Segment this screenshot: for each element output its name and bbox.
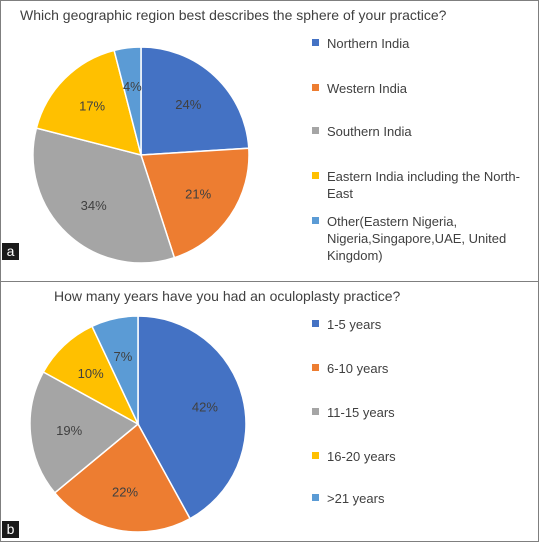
slice-value-label: 19%	[56, 423, 82, 438]
chart-a-title: Which geographic region best describes t…	[20, 7, 447, 23]
legend-swatch	[312, 39, 319, 46]
legend-swatch	[312, 494, 319, 501]
legend-item: 11-15 years	[312, 404, 395, 421]
pie-slice-6-10-years	[53, 422, 192, 533]
legend-label: 11-15 years	[327, 405, 395, 420]
legend-a: Northern India Western India Southern Indi…	[312, 35, 532, 265]
legend-item: Southern India	[312, 123, 412, 140]
pie-slice-northern-india	[140, 46, 250, 156]
legend-label: 6-10 years	[327, 361, 389, 376]
pie-slice-21-years	[91, 315, 139, 425]
legend-label: Other(Eastern Nigeria, Nigeria,Singapore,…	[327, 214, 507, 263]
legend-label: Northern India	[327, 36, 410, 51]
slice-value-label: 42%	[192, 399, 218, 414]
legend-label: >21 years	[327, 491, 385, 506]
legend-item: Eastern India including the North- East	[312, 168, 520, 202]
legend-swatch	[312, 364, 319, 371]
pie-slice-11-15-years	[29, 370, 140, 494]
panel-label-b: b	[2, 521, 19, 538]
legend-item: Other(Eastern Nigeria, Nigeria,Singapore,…	[312, 213, 506, 264]
slice-value-label: 21%	[185, 186, 211, 201]
legend-swatch	[312, 172, 319, 179]
pie-chart-a: 24% 21% 34% 17% 4%	[32, 46, 250, 264]
legend-swatch	[312, 84, 319, 91]
slice-value-label: 24%	[175, 97, 201, 112]
legend-swatch	[312, 408, 319, 415]
panel-label-a: a	[2, 243, 19, 260]
legend-label: Southern India	[327, 124, 412, 139]
legend-item: 1-5 years	[312, 316, 381, 333]
pie-slice-eastern-india-including-the-north-east	[35, 49, 143, 157]
legend-swatch	[312, 320, 319, 327]
legend-swatch	[312, 127, 319, 134]
chart-b-title: How many years have you had an oculoplas…	[54, 288, 401, 304]
slice-value-label: 10%	[78, 366, 104, 381]
legend-label: Western India	[327, 81, 407, 96]
legend-label: 16-20 years	[327, 449, 396, 464]
slice-value-label: 34%	[81, 198, 107, 213]
pie-slice-southern-india	[32, 127, 176, 264]
slice-value-label: 22%	[112, 484, 138, 499]
legend-label: 1-5 years	[327, 317, 382, 332]
legend-item: Western India	[312, 80, 407, 97]
legend-label: Eastern India including the North- East	[327, 169, 520, 201]
legend-item: 6-10 years	[312, 360, 388, 377]
legend-item: 16-20 years	[312, 448, 396, 465]
legend-item: >21 years	[312, 490, 384, 507]
legend-swatch	[312, 217, 319, 224]
slice-value-label: 17%	[79, 99, 105, 114]
pie-slice-western-india	[139, 147, 250, 259]
panel-divider	[0, 281, 539, 282]
slice-value-label: 4%	[123, 79, 142, 94]
slice-value-label: 7%	[114, 349, 133, 364]
legend-swatch	[312, 452, 319, 459]
legend-b: 1-5 years 6-10 years 11-15 years 16-20 year…	[312, 316, 532, 516]
pie-slice-1-5-years	[137, 315, 247, 520]
legend-item: Northern India	[312, 35, 409, 52]
pie-slice-other-eastern-nigeria-nigeria-singapore-uae-united-kingdom	[113, 46, 142, 156]
pie-chart-b: 42% 22% 19% 10% 7%	[29, 315, 247, 533]
